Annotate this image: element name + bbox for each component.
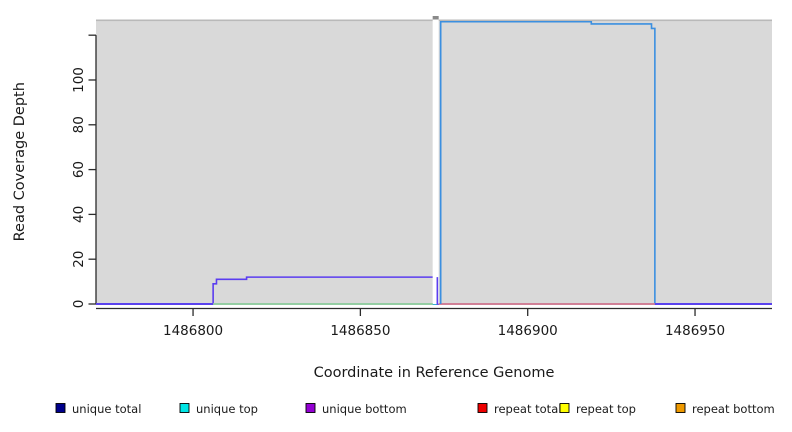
y-axis-tick-label: 40 <box>71 206 87 223</box>
legend-swatch-unique-total <box>55 403 66 413</box>
y-axis-title: Read Coverage Depth <box>12 82 28 241</box>
legend-label-unique-bottom: unique bottom <box>322 402 407 416</box>
x-axis-tick-label: 1486800 <box>163 323 223 339</box>
legend: unique total unique top unique bottom repea… <box>55 402 775 416</box>
legend-swatch-repeat-total <box>477 403 488 413</box>
y-axis: 0 20 40 60 80 100 <box>71 34 97 309</box>
legend-item: repeat top <box>559 402 636 416</box>
legend-swatch-unique-bottom <box>305 403 316 413</box>
legend-label-unique-top: unique top <box>196 402 258 416</box>
legend-label-unique-total: unique total <box>72 402 141 416</box>
legend-label-repeat-top: repeat top <box>576 402 636 416</box>
y-axis-tick-label: 0 <box>71 300 87 309</box>
legend-label-repeat-bottom: repeat bottom <box>692 402 775 416</box>
legend-item: unique top <box>179 402 258 416</box>
legend-label-repeat-total: repeat total <box>494 402 561 416</box>
x-axis: 1486800 1486850 1486900 1486950 <box>96 307 772 339</box>
legend-swatch-repeat-bottom <box>675 403 686 413</box>
x-axis-tick-label: 1486900 <box>498 323 558 339</box>
y-axis-tick-label: 60 <box>71 161 87 178</box>
x-axis-tick-label: 1486950 <box>665 323 725 339</box>
contig-break-marker <box>432 16 439 20</box>
legend-swatch-repeat-top <box>559 403 570 413</box>
y-axis-tick-label: 80 <box>71 116 87 133</box>
legend-item: unique bottom <box>305 402 407 416</box>
y-axis-tick-label: 100 <box>71 67 87 93</box>
contig-break-gap <box>432 19 439 304</box>
x-axis-title: Coordinate in Reference Genome <box>314 365 555 381</box>
legend-item: repeat total <box>477 402 561 416</box>
legend-item: unique total <box>55 402 141 416</box>
x-axis-tick-label: 1486850 <box>330 323 390 339</box>
y-axis-tick-label: 20 <box>71 251 87 268</box>
legend-item: repeat bottom <box>675 402 775 416</box>
legend-swatch-unique-top <box>179 403 190 413</box>
